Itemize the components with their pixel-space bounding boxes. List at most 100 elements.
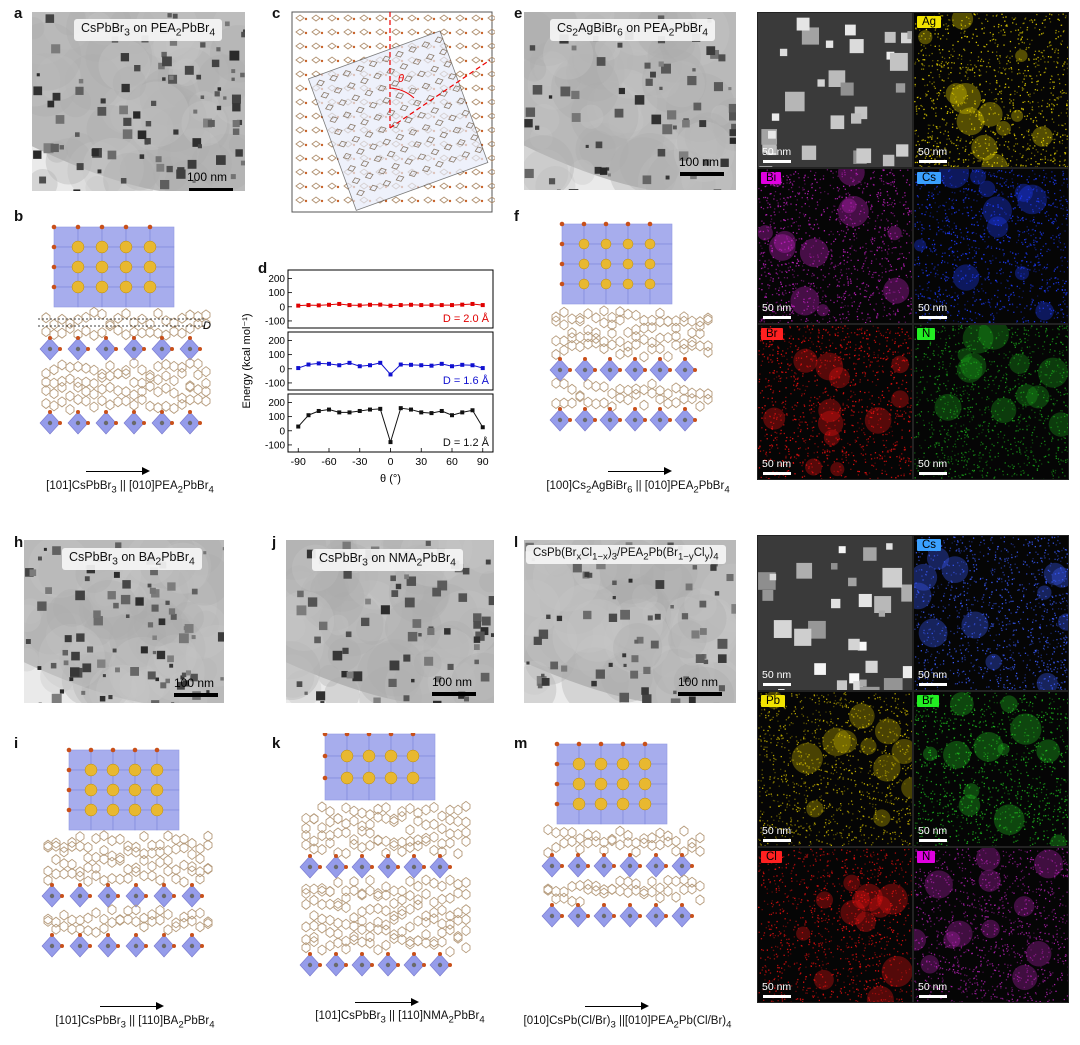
map-texture [759, 17, 912, 167]
data-point [316, 361, 321, 366]
element-badge: Ag [917, 16, 942, 28]
structure-i [41, 747, 213, 958]
bi-map-tile: Bi 50 nm [757, 168, 913, 324]
data-point [296, 424, 301, 429]
map-texture [914, 325, 1068, 479]
br-map-tile: Br 50 nm [757, 324, 913, 480]
map-texture [758, 169, 912, 323]
svg-text:θ: θ [398, 73, 404, 85]
y-tick-label: 100 [268, 412, 285, 423]
y-tick-label: 0 [279, 302, 285, 313]
data-point [368, 302, 372, 307]
series-label: D = 1.6 Å [443, 374, 490, 387]
data-point [368, 363, 372, 368]
panel-letter-d: d [258, 260, 268, 277]
panel-j-title: CsPbBr3 on NMA2PbBr4 [312, 549, 463, 571]
direction-arrow-m [585, 1002, 649, 1010]
scale-bar [763, 472, 791, 475]
data-point [378, 302, 383, 307]
n-map-tile: N 50 nm [913, 847, 1069, 1003]
direction-arrow-i [100, 1002, 164, 1010]
data-point [419, 410, 424, 415]
n-map-tile: N 50 nm [913, 324, 1069, 480]
scale-text: 50 nm [918, 825, 948, 837]
y-tick-label: 0 [279, 426, 285, 437]
haadf-map-tile: 50 nm [757, 12, 913, 168]
y-tick-label: -100 [265, 316, 285, 327]
lattice-overlay-c: θ [291, 11, 495, 213]
data-point [450, 364, 454, 369]
panel-letter-k: k [272, 735, 281, 752]
scale-bar [919, 995, 947, 998]
y-tick-label: 200 [268, 398, 285, 409]
data-point [347, 303, 352, 308]
x-tick-label: -90 [291, 456, 306, 468]
data-point [337, 301, 342, 306]
data-point [398, 406, 403, 411]
data-point [419, 303, 424, 308]
data-point [388, 372, 393, 377]
scale-bar-a [189, 188, 233, 191]
tem-image-a: CsPbBr3 on PEA2PbBr4 100 nm [32, 12, 245, 191]
caption-b: [101]CsPbBr3 || [010]PEA2PbBr4 [46, 480, 214, 496]
panel-l-title: CsPb(BrxCl1−x)3/PEA2Pb(Br1−yCly)4 [526, 545, 726, 565]
y-tick-label: 0 [279, 364, 285, 375]
x-tick-label: 30 [415, 456, 427, 468]
y-axis-label: Energy (kcal mol⁻¹) [241, 313, 253, 408]
scale-bar-h [174, 693, 218, 697]
x-tick-label: -60 [321, 456, 336, 468]
scale-text-h: 100 nm [174, 676, 215, 690]
data-point [357, 364, 362, 369]
data-point [460, 362, 465, 367]
element-badge: Br [761, 328, 783, 340]
scale-bar [919, 839, 947, 842]
caption-m: [010]CsPb(Cl/Br)3 ||[010]PEA2Pb(Cl/Br)4 [523, 1015, 732, 1031]
map-texture [758, 848, 912, 1002]
data-point [337, 410, 342, 415]
data-point [439, 361, 444, 366]
caption-k: [101]CsPbBr3 || [110]NMA2PbBr4 [315, 1010, 485, 1026]
scale-text: 50 nm [762, 981, 792, 993]
scale-bar-e [680, 172, 724, 176]
data-point [480, 425, 485, 430]
x-tick-label: -30 [352, 456, 367, 468]
structure-b: D [38, 224, 211, 435]
tem-image-e: Cs2AgBiBr6 on PEA2PbBr4 100 nm [524, 12, 736, 190]
data-point [470, 363, 475, 368]
map-texture [914, 13, 1068, 167]
x-tick-label: 60 [446, 456, 458, 468]
map-texture [914, 169, 1068, 323]
data-point [409, 362, 413, 367]
scale-bar [919, 472, 947, 475]
scale-text-j: 100 nm [432, 675, 473, 689]
data-point [460, 302, 465, 307]
data-point [450, 303, 454, 308]
caption-i: [101]CsPbBr3 || [110]BA2PbBr4 [55, 1015, 215, 1031]
scale-bar [763, 839, 791, 842]
data-point [409, 302, 413, 307]
x-tick-label: 0 [388, 456, 394, 468]
data-point [388, 440, 393, 445]
scale-text: 50 nm [762, 669, 792, 681]
data-point [429, 411, 434, 416]
panel-letter-b: b [14, 208, 24, 225]
cs-map-tile: Cs 50 nm [913, 535, 1069, 691]
data-point [419, 363, 424, 368]
data-point [450, 413, 454, 418]
eds-map-grid-n: 50 nm Cs 50 nm Pb 50 nm Br 50 nm Cl 50 nm N 50 nm [757, 535, 1069, 1003]
pb-map-tile: Pb 50 nm [757, 691, 913, 847]
panel-a-title: CsPbBr3 on PEA2PbBr4 [74, 19, 223, 41]
scale-bar-j [432, 692, 476, 696]
tem-texture-e [524, 12, 736, 190]
panel-letter-i: i [14, 735, 19, 752]
cl-map-tile: Cl 50 nm [757, 847, 913, 1003]
y-tick-label: -100 [265, 440, 285, 451]
element-badge: N [917, 328, 936, 340]
data-point [398, 362, 403, 367]
data-point [378, 406, 383, 411]
map-texture [758, 543, 912, 690]
structure-f [549, 221, 713, 432]
element-badge: Cs [917, 172, 942, 184]
data-point [460, 410, 465, 415]
data-point [368, 407, 372, 412]
